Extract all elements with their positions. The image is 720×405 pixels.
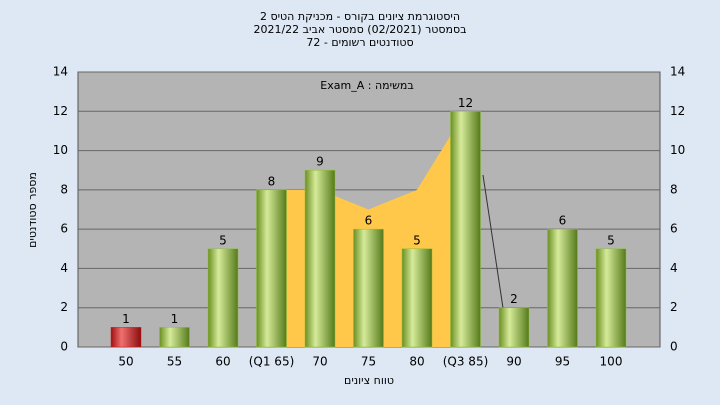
bar — [207, 248, 239, 348]
y-tick-label: 2 — [60, 300, 68, 314]
y-tick-label: 4 — [60, 261, 68, 275]
y-tick-label: 6 — [60, 222, 68, 236]
value-label: 12 — [458, 96, 473, 110]
x-tick-label: 55 — [167, 355, 182, 369]
x-tick-label: 80 — [409, 355, 424, 369]
y2-tick-label: 10 — [670, 143, 685, 157]
title-line: היסטוגרמת ציונים בקורס - מכניקת הטיס 2 — [260, 10, 460, 23]
x-tick-label: 100 — [600, 355, 623, 369]
x-tick-label: 75 — [361, 355, 376, 369]
y-tick-label: 10 — [53, 143, 68, 157]
y2-tick-label: 14 — [670, 65, 685, 79]
bar — [547, 228, 578, 348]
x-tick-label: 90 — [506, 355, 521, 369]
x-tick-label: (Q3 85) — [443, 355, 489, 369]
value-label: 9 — [316, 155, 324, 169]
bar — [353, 228, 384, 348]
bar — [498, 307, 530, 348]
y-tick-label: 12 — [53, 104, 68, 118]
value-label: 8 — [268, 174, 276, 188]
title-line: בסמסטר (02/2021) סמסטר אביב 2021/22 — [253, 23, 466, 36]
y-tick-label: 14 — [53, 65, 68, 79]
bar — [595, 248, 627, 348]
value-label: 1 — [122, 312, 130, 326]
y2-tick-label: 6 — [670, 222, 678, 236]
x-tick-label: (Q1 65) — [249, 355, 295, 369]
value-label: 5 — [607, 233, 615, 247]
annotation: במשימה : Exam_A — [320, 79, 413, 92]
value-label: 1 — [171, 312, 179, 326]
y-tick-label: 8 — [60, 182, 68, 196]
y2-tick-label: 0 — [670, 340, 678, 354]
y-tick-label: 0 — [60, 340, 68, 354]
x-tick-label: 70 — [312, 355, 327, 369]
bar — [450, 111, 481, 348]
x-tick-label: 50 — [118, 355, 133, 369]
y2-tick-label: 2 — [670, 300, 678, 314]
value-label: 5 — [413, 233, 421, 247]
y2-tick-label: 12 — [670, 104, 685, 118]
value-label: 6 — [559, 214, 567, 228]
value-label: 2 — [510, 292, 518, 306]
y2-tick-label: 4 — [670, 261, 678, 275]
bar — [401, 248, 433, 348]
title-line: סטודנטים רשומים - 72 — [306, 36, 413, 49]
bar — [304, 169, 336, 348]
value-label: 5 — [219, 233, 227, 247]
x-tick-label: 95 — [555, 355, 570, 369]
connector — [482, 174, 504, 309]
x-axis-label: טווח ציונים — [344, 374, 394, 387]
bar — [159, 327, 190, 348]
y-axis-label: מספר סטודנטים — [26, 172, 39, 248]
value-label: 6 — [365, 214, 373, 228]
x-tick-label: 60 — [215, 355, 230, 369]
y2-tick-label: 8 — [670, 182, 678, 196]
bar — [256, 189, 287, 348]
bar — [110, 327, 142, 348]
